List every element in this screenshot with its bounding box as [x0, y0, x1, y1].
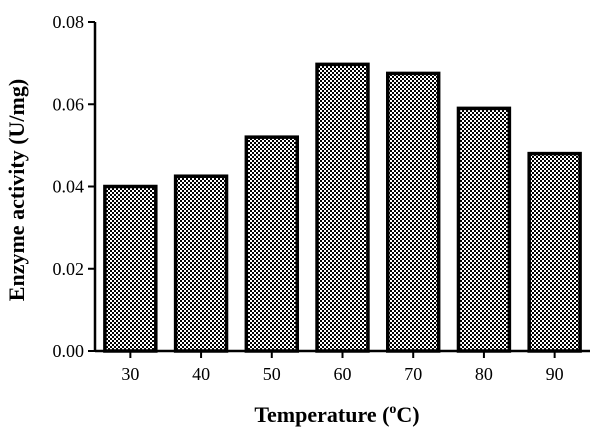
- bar-30: [103, 184, 158, 353]
- y-axis-title: Enzyme activity (U/mg): [4, 79, 29, 301]
- y-tick-label: 0.04: [53, 177, 85, 197]
- bar-40: [173, 174, 229, 353]
- x-tick-label: 70: [404, 364, 422, 384]
- x-tick-label: 80: [475, 364, 493, 384]
- x-tick-label: 90: [546, 364, 564, 384]
- bar-90: [527, 151, 582, 353]
- bar-80: [456, 106, 512, 353]
- bar-50: [244, 135, 299, 353]
- x-tick-label: 60: [334, 364, 352, 384]
- x-axis-title-unit: C): [396, 402, 419, 427]
- x-ticks-group: 30 40 50 60 70 80 90: [121, 351, 564, 384]
- y-tick-label: 0.00: [53, 341, 85, 361]
- x-axis-title-main: Temperature (: [254, 402, 389, 427]
- y-tick-label: 0.08: [53, 12, 85, 32]
- x-tick-label: 30: [121, 364, 139, 384]
- bar-70: [386, 71, 441, 353]
- bar-60: [315, 62, 370, 353]
- y-tick-label: 0.02: [53, 259, 85, 279]
- x-tick-label: 40: [192, 364, 210, 384]
- y-ticks-group: 0.00 0.02 0.04 0.06 0.08: [53, 12, 95, 361]
- x-tick-label: 50: [263, 364, 281, 384]
- x-axis-title: Temperature (oC): [254, 402, 419, 427]
- x-axis-title-superscript: o: [389, 402, 396, 417]
- y-tick-label: 0.06: [53, 94, 85, 114]
- bars-group: [103, 62, 582, 353]
